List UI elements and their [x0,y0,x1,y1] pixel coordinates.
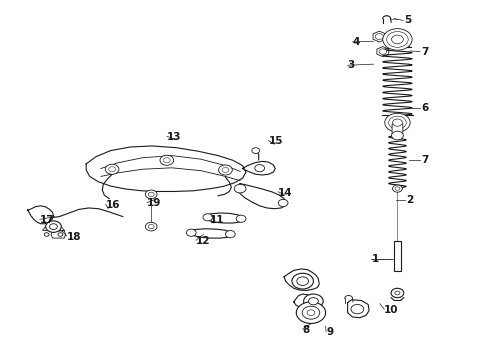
Circle shape [46,221,61,232]
Circle shape [163,158,170,163]
Circle shape [296,302,326,323]
Circle shape [392,119,402,126]
Text: 6: 6 [421,103,428,113]
Circle shape [351,305,364,314]
Circle shape [148,225,154,229]
Circle shape [392,35,403,44]
Circle shape [49,224,57,229]
Circle shape [58,233,63,236]
Text: 7: 7 [421,155,428,165]
Text: 3: 3 [347,60,355,70]
Text: 1: 1 [372,254,379,264]
Text: 10: 10 [384,305,399,315]
Circle shape [302,306,320,319]
Circle shape [44,233,49,236]
Circle shape [309,298,318,305]
Circle shape [146,222,157,231]
Circle shape [387,32,408,47]
Circle shape [222,167,229,172]
Circle shape [383,29,412,50]
Circle shape [234,184,246,193]
Circle shape [307,310,315,316]
Text: 11: 11 [210,215,224,225]
Text: 4: 4 [352,37,360,47]
FancyBboxPatch shape [393,241,401,271]
Circle shape [252,148,260,153]
Circle shape [375,33,383,40]
Circle shape [160,155,173,165]
Circle shape [389,116,406,129]
Circle shape [395,291,400,295]
Circle shape [379,49,387,54]
Circle shape [395,187,400,190]
Text: 17: 17 [40,215,54,225]
Circle shape [297,277,309,285]
FancyBboxPatch shape [392,124,403,135]
Circle shape [186,229,196,236]
Text: 18: 18 [67,232,81,242]
Text: 5: 5 [404,15,411,26]
Circle shape [225,230,235,238]
Text: 2: 2 [406,195,414,205]
Circle shape [304,294,323,309]
Circle shape [105,164,119,174]
Circle shape [392,131,403,140]
Text: 7: 7 [421,46,428,57]
Circle shape [236,215,246,222]
Circle shape [391,288,404,298]
Circle shape [148,192,154,197]
Text: 8: 8 [303,325,310,335]
Circle shape [219,165,232,175]
Circle shape [203,214,213,221]
Text: 13: 13 [167,132,181,142]
Text: 9: 9 [326,327,333,337]
Circle shape [109,167,116,172]
Text: 16: 16 [106,200,120,210]
Circle shape [385,113,410,132]
Circle shape [255,165,265,172]
Circle shape [292,273,314,289]
Circle shape [146,190,157,199]
Circle shape [278,199,288,207]
Text: 14: 14 [278,188,293,198]
Text: 12: 12 [196,236,211,246]
Circle shape [392,185,402,192]
Text: 15: 15 [269,136,283,146]
Text: 19: 19 [147,198,162,208]
